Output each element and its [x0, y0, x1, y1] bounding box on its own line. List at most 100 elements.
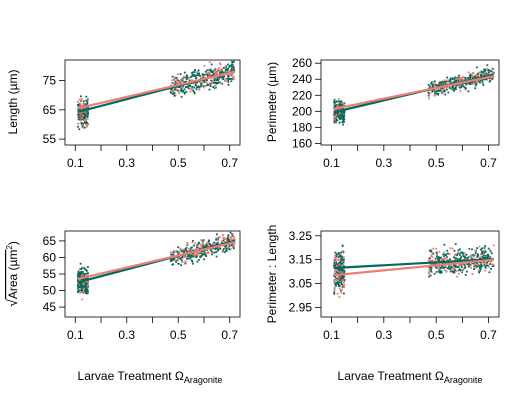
data-point — [489, 250, 492, 253]
data-point — [335, 278, 337, 281]
data-point — [457, 249, 460, 252]
data-point — [194, 242, 197, 245]
data-point — [191, 246, 193, 249]
data-point — [228, 64, 231, 67]
data-point — [177, 86, 180, 88]
data-point — [192, 89, 194, 92]
data-point — [231, 238, 234, 241]
data-point — [77, 289, 80, 292]
data-point — [443, 81, 445, 83]
data-point — [216, 77, 219, 79]
data-point — [79, 117, 81, 120]
data-point — [444, 264, 447, 267]
data-point — [183, 91, 186, 94]
data-point — [174, 88, 177, 91]
data-point — [200, 239, 203, 242]
data-point — [203, 81, 206, 83]
data-point — [81, 271, 84, 273]
data-point — [229, 69, 232, 72]
data-point — [85, 288, 88, 290]
data-point — [333, 286, 336, 289]
data-point — [215, 242, 218, 245]
data-point — [461, 253, 464, 256]
data-point — [461, 263, 464, 266]
data-point — [490, 263, 493, 266]
y-tick-label: 3.15 — [289, 253, 313, 267]
data-point — [233, 239, 236, 241]
data-point — [479, 263, 482, 266]
data-point — [492, 71, 495, 74]
data-point — [221, 68, 223, 71]
data-point — [438, 80, 441, 83]
data-point — [482, 256, 485, 259]
data-point — [477, 269, 480, 272]
data-point — [200, 84, 203, 87]
data-point — [84, 273, 87, 276]
data-point — [468, 265, 470, 268]
data-point — [478, 267, 481, 269]
data-point — [84, 111, 87, 114]
data-point — [443, 259, 445, 262]
data-point — [181, 255, 184, 258]
data-point — [342, 251, 345, 254]
data-point — [336, 116, 339, 119]
data-point — [482, 78, 485, 81]
data-point — [185, 90, 188, 93]
data-point — [334, 275, 337, 278]
data-point — [203, 250, 206, 253]
data-point — [444, 253, 447, 256]
data-point — [85, 110, 87, 113]
data-point — [479, 253, 482, 256]
data-point — [442, 83, 444, 85]
data-point — [478, 81, 481, 84]
data-point — [467, 77, 470, 79]
data-point — [81, 123, 84, 126]
data-point — [484, 256, 486, 259]
data-point — [225, 68, 228, 71]
data-point — [229, 243, 232, 246]
data-point — [169, 91, 172, 94]
data-point — [86, 274, 89, 276]
data-point — [225, 66, 228, 69]
data-point — [206, 251, 209, 254]
data-point — [198, 88, 201, 91]
data-point — [82, 272, 85, 275]
data-point — [191, 260, 194, 263]
data-point — [484, 264, 487, 267]
data-point — [489, 263, 492, 265]
data-point — [441, 262, 444, 265]
fit-line-treatment-b — [77, 241, 236, 281]
data-point — [489, 261, 492, 263]
data-point — [219, 75, 222, 78]
data-point — [177, 73, 180, 76]
data-point — [456, 266, 458, 268]
data-point — [465, 263, 467, 266]
data-point — [231, 65, 233, 68]
data-point — [206, 69, 208, 72]
data-point — [335, 281, 338, 284]
data-point — [201, 254, 204, 256]
data-point — [341, 275, 343, 278]
data-point — [214, 73, 217, 76]
data-point — [87, 291, 89, 294]
data-point — [171, 91, 174, 94]
data-point — [222, 247, 225, 250]
data-point — [232, 63, 235, 66]
data-point — [454, 79, 457, 82]
data-point — [180, 259, 183, 261]
data-point — [460, 78, 463, 81]
data-point — [81, 107, 84, 110]
data-point — [79, 108, 82, 111]
data-point — [83, 126, 86, 129]
data-point — [444, 81, 447, 83]
xlabel-subscript: Aragonite — [444, 375, 483, 385]
data-point — [86, 116, 89, 118]
data-point — [477, 263, 480, 266]
data-point — [444, 257, 447, 260]
data-point — [340, 100, 343, 103]
data-point — [223, 80, 226, 82]
data-point — [214, 81, 217, 84]
y-axis: 160 180 200 220 240 260 — [292, 56, 321, 150]
data-point — [203, 65, 206, 67]
data-point — [432, 90, 435, 93]
